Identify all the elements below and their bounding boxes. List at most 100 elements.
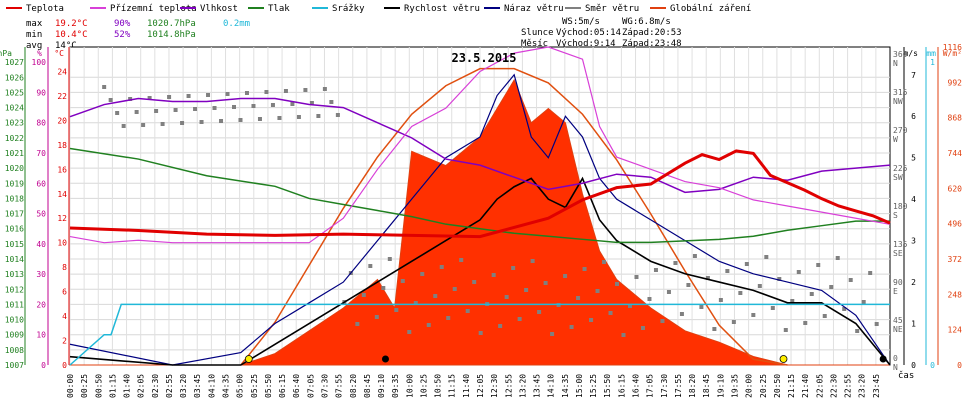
x-tick-label: 22:05 [815,374,824,398]
legend-label-0: Teplota [26,4,64,14]
wind-direction-point [361,293,366,297]
series-ground-temp [69,46,891,244]
wind-direction-point [679,312,684,316]
moonset-marker [879,355,887,363]
chart-title: 23.5.2015 [451,51,516,65]
x-tick-label: 02:05 [137,374,146,398]
axis-tick-celsius: 16 [57,165,67,174]
stats-min-hum: 52% [114,30,131,40]
wind-direction-point [277,116,282,120]
x-tick-label: 17:55 [674,374,683,398]
dir-tick-value: 180 [893,202,908,211]
x-tick-label: 18:45 [702,374,711,398]
wind-direction-point [627,304,632,308]
x-tick-label: 07:55 [335,374,344,398]
wind-direction-point [692,254,697,258]
axis-tick-percent: 20 [36,300,46,309]
moonrise-marker [381,355,389,363]
wind-direction-point [420,272,425,276]
legend-label-3: Tlak [268,4,290,14]
axis-tick-hpa: 1007 [5,361,24,370]
wind-direction-point [660,319,665,323]
wind-direction-point [563,274,568,278]
legend: Teplota Přízemní teplota Vlhkost Tlak Srážky… [6,4,751,14]
x-tick-label: 14:10 [547,374,556,398]
x-tick-label: 06:15 [278,374,287,398]
x-tick-label: 07:30 [320,374,329,398]
x-tick-label: 11:40 [462,374,471,398]
series-wind-speed [69,176,891,366]
wind-direction-point [309,101,314,105]
x-tick-label: 13:20 [518,374,527,398]
wind-direction-point [238,118,243,122]
axis-tick-celsius: 10 [57,239,67,248]
wind-direction-point [115,111,120,115]
wind-direction-point [232,105,236,109]
wind-direction-point [868,271,873,275]
x-tick-label: 22:30 [829,374,838,398]
x-tick-label: 05:50 [264,374,273,398]
wind-direction-point [803,321,808,325]
dir-tick-value: 360 [893,50,908,59]
stats-min-press: 1014.8hPa [147,30,196,40]
x-tick-label: 22:55 [844,374,853,398]
x-axis-ticks: 00:00 00:25 00:50 01:15 01:40 02:05 02:30 02:55… [66,374,881,398]
axis-tick-wm2: 496 [948,220,963,229]
wind-direction-point [537,310,542,314]
sun-set: Západ:20:53 [622,28,682,38]
axis-tick-hpa: 1012 [5,285,24,294]
axis-tick-ms: 3 [911,237,916,246]
wind-direction-point [764,255,769,259]
wind-direction-point [102,85,107,89]
wind-direction-point [394,308,399,312]
sun-rise: Východ:05:14 [556,28,621,38]
wind-direction-point [705,276,710,280]
wind-direction-point [439,265,444,269]
x-tick-label: 11:15 [448,374,457,398]
axis-tick-hpa: 1020 [5,164,24,173]
axis-tick-hpa: 1024 [5,104,24,113]
wind-direction-point [141,123,146,127]
wind-direction-point [219,119,224,123]
dir-tick-name: W [893,135,898,144]
x-tick-label: 21:15 [787,374,796,398]
x-tick-label: 08:45 [363,374,372,398]
wind-direction-point [465,309,470,313]
wind-direction-point [212,106,217,110]
axis-tick-percent: 40 [36,240,46,249]
wind-direction-point [206,93,211,97]
x-tick-label: 15:00 [575,374,584,398]
axis-tick-hpa: 1023 [5,119,24,128]
axis-tick-percent: 90 [36,88,46,97]
dir-tick-name: N [893,363,898,372]
dir-tick-value: 135 [893,240,908,249]
wind-direction-point [842,307,847,311]
wind-direction-point [725,269,730,273]
x-tick-label: 01:15 [108,374,117,398]
stats-avg-temp: 14°C [55,41,77,51]
wind-direction-point [225,92,230,96]
x-tick-label: 20:00 [745,374,754,398]
wind-direction-point [699,305,704,309]
wind-direction-point [582,267,587,271]
moonset-dot [879,355,887,363]
wind-direction-point [355,322,360,326]
wind-direction-point [446,316,451,320]
x-tick-label: 08:20 [349,374,358,398]
axis-tick-hpa: 1014 [5,255,24,264]
wind-direction-point [816,263,821,267]
x-tick-label: 04:35 [222,374,231,398]
axis-tick-hpa: 1027 [5,58,24,67]
axis-tick-celsius: 12 [57,214,67,223]
wind-direction-point [855,329,860,333]
x-tick-label: 10:50 [434,374,443,398]
legend-label-6: Náraz větru [504,4,564,14]
wind-direction-point [433,294,438,298]
x-tick-label: 23:20 [858,374,867,398]
dir-tick-value: 45 [893,316,903,325]
wind-direction-point [154,109,159,113]
moon-rise: Východ:9:14 [556,39,616,49]
series-theoretical-radiation [240,67,788,366]
series-pressure [69,147,890,244]
